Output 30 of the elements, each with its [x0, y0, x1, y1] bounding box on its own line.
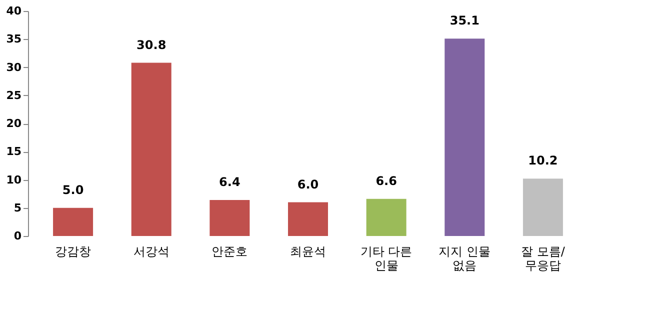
data-label: 30.8	[136, 38, 166, 52]
bar	[53, 208, 94, 236]
data-label: 6.6	[376, 174, 397, 188]
x-tick-label: 안준호	[212, 244, 248, 258]
data-label: 10.2	[528, 154, 558, 168]
x-tick-label: 강감창	[55, 244, 92, 258]
bar	[522, 178, 563, 236]
y-tick-label: 40	[6, 4, 22, 18]
x-tick-label: 지지 인물 없음	[438, 244, 491, 272]
bar	[444, 38, 485, 236]
y-tick-label: 10	[6, 173, 22, 186]
x-tick-label: 최윤석	[290, 244, 326, 258]
x-tick-label: 기타 다른 인물	[360, 244, 412, 272]
bar	[131, 62, 172, 236]
x-tick-label: 잘 모름/ 무응답	[521, 244, 566, 272]
y-tick-label: 35	[6, 32, 22, 46]
data-label: 6.4	[219, 175, 240, 189]
x-tick-label: 서강석	[133, 244, 170, 258]
y-tick-label: 0	[14, 230, 22, 242]
data-label: 5.0	[62, 182, 84, 197]
y-tick-label: 15	[6, 145, 22, 158]
bar	[366, 198, 406, 236]
bar	[210, 200, 250, 236]
data-label: 6.0	[297, 177, 319, 192]
y-tick-label: 20	[6, 117, 22, 130]
data-label: 35.1	[450, 14, 480, 28]
y-tick-label: 25	[6, 88, 22, 102]
y-tick-label: 5	[14, 201, 22, 214]
y-tick-label: 30	[6, 60, 22, 74]
bar	[288, 202, 328, 236]
